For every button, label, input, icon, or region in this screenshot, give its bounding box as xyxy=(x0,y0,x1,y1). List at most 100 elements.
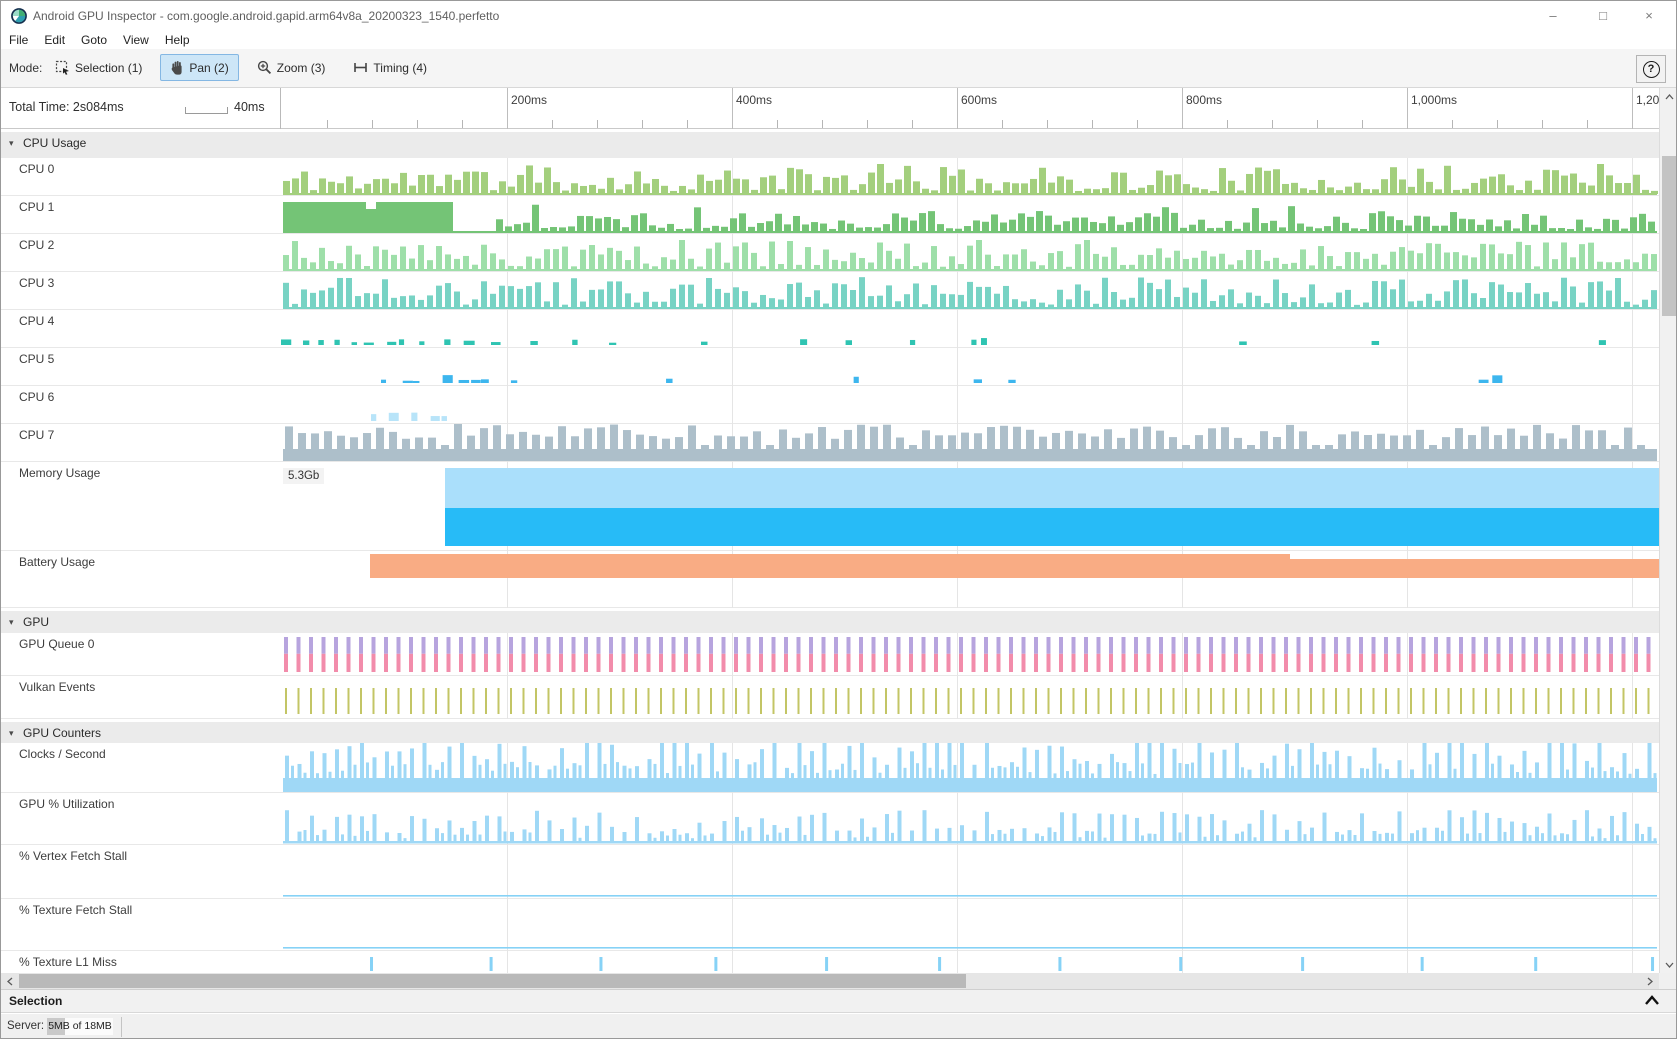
ruler-minor-tick xyxy=(822,120,823,128)
ruler-major-label: 800ms xyxy=(1186,93,1223,107)
track-row-memory-usage[interactable]: Memory Usage 5.3Gb xyxy=(1,462,1659,551)
ruler-minor-tick xyxy=(1227,120,1228,128)
track-chart-texture-l1-miss xyxy=(370,951,1655,973)
horizontal-scroll-thumb[interactable] xyxy=(19,974,966,988)
chevron-down-icon: ▾ xyxy=(9,617,14,627)
track-row-gpu-queue-0[interactable]: GPU Queue 0 xyxy=(1,633,1659,676)
timeline-ruler[interactable]: Total Time: 2s084ms 40ms 200ms 400ms 600ms… xyxy=(1,88,1659,129)
track-row-cpu-1[interactable]: CPU 1 xyxy=(1,196,1659,234)
timing-mode-button[interactable]: Timing (4) xyxy=(343,54,437,81)
server-memory-badge: 5MB of 18MB xyxy=(47,1018,113,1035)
track-chart-battery-usage xyxy=(370,551,1659,608)
selection-mode-button[interactable]: Selection (1) xyxy=(45,54,152,81)
ruler-major-gridline xyxy=(1182,88,1183,129)
track-row-cpu-2[interactable]: CPU 2 xyxy=(1,234,1659,272)
track-chart-vertex-fetch-stall xyxy=(283,845,1657,899)
track-chart-gpu-queue-0 xyxy=(284,633,1651,676)
ruler-major-gridline xyxy=(1632,88,1633,129)
track-row-cpu-3[interactable]: CPU 3 xyxy=(1,272,1659,310)
minimize-button[interactable]: – xyxy=(1549,8,1557,23)
ruler-major-gridline xyxy=(507,88,508,129)
ruler-minor-tick xyxy=(777,120,778,128)
help-icon: ? xyxy=(1642,60,1660,78)
ruler-minor-tick xyxy=(1092,120,1093,128)
ruler-scale-indicator xyxy=(185,107,228,114)
menu-item-view[interactable]: View xyxy=(123,33,149,47)
track-chart-cpu-4 xyxy=(281,310,1633,348)
track-row-vertex-fetch-stall[interactable]: % Vertex Fetch Stall xyxy=(1,845,1659,899)
vertical-scroll-thumb[interactable] xyxy=(1662,156,1676,316)
app-icon xyxy=(11,8,27,24)
track-chart-cpu-6 xyxy=(371,386,1633,424)
menu-item-goto[interactable]: Goto xyxy=(81,33,108,47)
ruler-minor-tick xyxy=(372,120,373,128)
menu-item-edit[interactable]: Edit xyxy=(44,33,66,47)
help-button[interactable]: ? xyxy=(1636,55,1666,83)
ruler-minor-tick xyxy=(1587,120,1588,128)
scroll-down-button[interactable] xyxy=(1660,956,1676,973)
ruler-minor-tick xyxy=(1362,120,1363,128)
track-label: CPU 5 xyxy=(19,352,55,366)
collapse-chevron-icon[interactable] xyxy=(1644,994,1660,1006)
pan-mode-button[interactable]: Pan (2) xyxy=(160,54,239,81)
ruler-scale-label: 40ms xyxy=(234,100,265,114)
timeline-tracks[interactable]: ▾ CPU Usage CPU 0 CPU 1 CPU 2 CPU 3 CPU 4 CPU 5… xyxy=(1,129,1659,973)
ruler-minor-tick xyxy=(552,120,553,128)
title-bar: Android GPU Inspector - com.google.andro… xyxy=(1,1,1676,31)
track-row-cpu-6[interactable]: CPU 6 xyxy=(1,386,1659,424)
track-label: CPU 4 xyxy=(19,314,55,328)
ruler-minor-tick xyxy=(867,120,868,128)
scroll-left-button[interactable] xyxy=(1,973,19,989)
zoom-mode-button[interactable]: Zoom (3) xyxy=(247,54,336,81)
ruler-minor-tick xyxy=(597,120,598,128)
track-row-battery-usage[interactable]: Battery Usage xyxy=(1,551,1659,608)
section-header-gpu[interactable]: ▾ GPU xyxy=(1,608,1659,633)
track-chart-texture-fetch-stall xyxy=(283,899,1657,951)
track-row-cpu-4[interactable]: CPU 4 xyxy=(1,310,1659,348)
ruler-scale[interactable]: 200ms 400ms 600ms 800ms 1,000ms 1,200ms xyxy=(281,88,1659,129)
track-label: CPU 1 xyxy=(19,200,55,214)
vertical-scrollbar[interactable] xyxy=(1659,88,1676,973)
ruler-minor-tick xyxy=(1047,120,1048,128)
track-chart-cpu-7 xyxy=(283,424,1657,462)
ruler-minor-tick xyxy=(1317,120,1318,128)
toolbar: Mode: Selection (1) Pan (2) Zoom (3) Timing… xyxy=(1,49,1676,88)
selection-panel-header[interactable]: Selection xyxy=(1,989,1676,1013)
ruler-major-label: 200ms xyxy=(511,93,548,107)
track-label: CPU 7 xyxy=(19,428,55,442)
track-row-vulkan-events[interactable]: Vulkan Events xyxy=(1,676,1659,719)
selection-button-label: Selection (1) xyxy=(75,60,143,75)
scroll-right-button[interactable] xyxy=(1641,973,1659,989)
menu-item-help[interactable]: Help xyxy=(164,33,190,47)
ruler-summary: Total Time: 2s084ms 40ms xyxy=(1,88,281,129)
section-header-gpu-counters[interactable]: ▾ GPU Counters xyxy=(1,719,1659,743)
track-label: % Vertex Fetch Stall xyxy=(19,849,128,863)
scrollbar-corner xyxy=(1659,973,1676,989)
ruler-minor-tick xyxy=(687,120,688,128)
ruler-major-gridline xyxy=(732,88,733,129)
track-row-texture-fetch-stall[interactable]: % Texture Fetch Stall xyxy=(1,899,1659,951)
track-row-gpu-utilization[interactable]: GPU % Utilization xyxy=(1,793,1659,845)
track-row-cpu-0[interactable]: CPU 0 xyxy=(1,158,1659,196)
menu-item-file[interactable]: File xyxy=(9,33,29,47)
track-row-cpu-5[interactable]: CPU 5 xyxy=(1,348,1659,386)
track-row-texture-l1-miss[interactable]: % Texture L1 Miss xyxy=(1,951,1659,973)
scroll-up-button[interactable] xyxy=(1660,88,1676,105)
ruler-minor-tick xyxy=(1272,120,1273,128)
maximize-button[interactable]: □ xyxy=(1599,8,1607,23)
horizontal-scrollbar[interactable] xyxy=(1,973,1659,989)
ruler-minor-tick xyxy=(462,120,463,128)
ruler-minor-tick xyxy=(417,120,418,128)
track-row-cpu-7[interactable]: CPU 7 xyxy=(1,424,1659,462)
chevron-down-icon: ▾ xyxy=(9,138,14,148)
track-label: GPU % Utilization xyxy=(19,797,115,811)
track-chart-cpu-0 xyxy=(283,158,1658,196)
track-chart-vulkan-events xyxy=(285,676,1650,719)
chevron-up-icon xyxy=(1665,93,1673,99)
close-button[interactable]: × xyxy=(1645,8,1653,23)
track-label: CPU 6 xyxy=(19,390,55,404)
track-row-clocks-second[interactable]: Clocks / Second xyxy=(1,743,1659,793)
pan-icon xyxy=(170,60,184,75)
section-header-cpu-usage[interactable]: ▾ CPU Usage xyxy=(1,129,1659,158)
track-chart-cpu-1 xyxy=(283,196,1657,234)
